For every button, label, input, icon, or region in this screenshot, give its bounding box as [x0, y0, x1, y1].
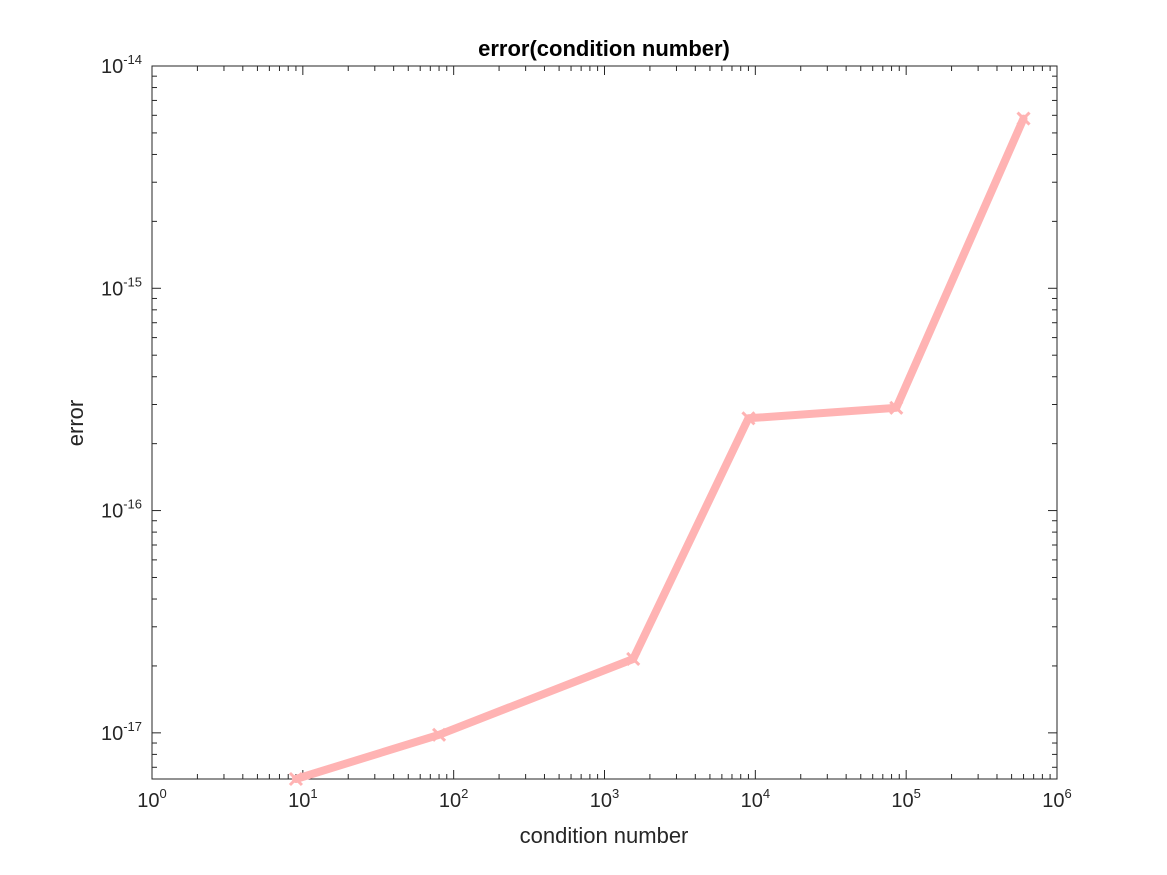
x-tick-label: 104 — [741, 786, 770, 812]
data-point-marker — [431, 727, 447, 742]
series-layer — [288, 111, 1031, 787]
marker-stroke — [431, 727, 447, 742]
y-axis-title: error — [63, 400, 88, 446]
x-axis-title: condition number — [520, 823, 689, 848]
y-tick-labels: 10-17 10-16 10-15 10-14 — [101, 52, 142, 745]
series-line — [291, 114, 1028, 783]
data-point-marker — [741, 411, 756, 426]
marker-stroke — [626, 651, 641, 667]
y-tick-label: 10-16 — [101, 497, 142, 523]
marker-stroke — [288, 771, 303, 787]
x-tick-label: 103 — [590, 786, 619, 812]
marker-stroke — [741, 411, 756, 426]
minor-ticks — [152, 66, 1057, 779]
marker-stroke — [889, 400, 904, 415]
data-point-marker — [626, 651, 641, 667]
data-point-marker — [1016, 111, 1031, 126]
x-tick-label: 106 — [1042, 786, 1071, 812]
data-point-marker — [288, 771, 303, 787]
x-tick-label: 105 — [891, 786, 920, 812]
data-point-marker — [889, 400, 904, 415]
y-tick-label: 10-14 — [101, 52, 142, 78]
y-tick-label: 10-17 — [101, 719, 142, 745]
y-tick-label: 10-15 — [101, 274, 142, 300]
x-tick-labels: 100 101 102 103 104 105 106 — [137, 786, 1071, 812]
chart-title: error(condition number) — [478, 36, 730, 61]
x-tick-label: 100 — [137, 786, 166, 812]
plot-area — [152, 66, 1057, 779]
axes-box — [151, 65, 1058, 780]
x-tick-label: 101 — [288, 786, 317, 812]
marker-stroke — [1016, 111, 1031, 126]
x-tick-label: 102 — [439, 786, 468, 812]
